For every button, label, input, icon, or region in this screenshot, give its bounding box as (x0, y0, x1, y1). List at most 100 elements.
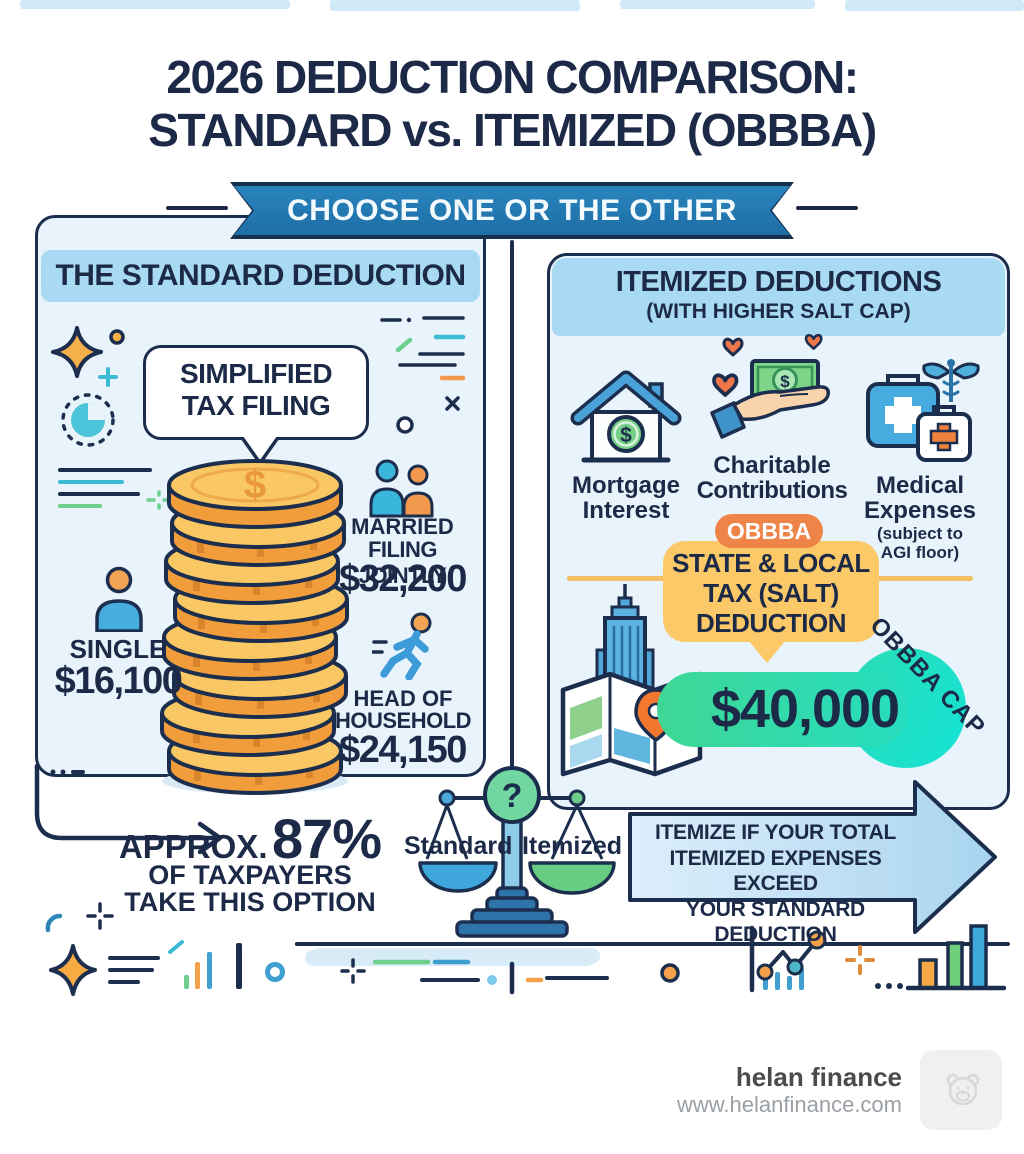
medical-kit-icon (866, 359, 980, 462)
single-label: SINGLE (69, 634, 167, 664)
top-strip-decor (845, 0, 1024, 11)
charitable-label-line2: Contributions (696, 477, 848, 504)
bill-dollar-glyph: $ (780, 372, 790, 391)
standard-panel-header-bar (41, 250, 480, 302)
list-lines-icon (58, 468, 152, 508)
standard-panel-header: THE STANDARD DEDUCTION (55, 259, 466, 292)
brand-url: www.helanfinance.com (676, 1092, 902, 1117)
married-couple-icon (369, 459, 434, 518)
single-person-icon (95, 566, 143, 632)
medical-label-line1: Medical (875, 472, 965, 499)
medical-note-line1: (subject to (877, 524, 963, 543)
medicine-bag-icon (916, 405, 972, 462)
salt-callout-text: STATE & LOCAL TAX (SALT) DEDUCTION (663, 548, 879, 638)
ellipsis-dots (875, 983, 903, 989)
balance-scale-icon: ? (418, 766, 616, 938)
salt-callout (663, 541, 879, 642)
itemized-panel-header-line2: (WITH HIGHER SALT CAP) (646, 300, 911, 323)
top-strip-decor (330, 0, 580, 11)
orange-crosshair-icon (845, 945, 875, 975)
medical-label-line2: Expenses (863, 497, 977, 524)
center-divider-line (510, 240, 514, 768)
house-dollar-glyph: $ (620, 424, 632, 447)
top-strip-decor (20, 0, 290, 9)
crosshair-icon (86, 902, 114, 930)
circle-icon (396, 416, 414, 434)
sparkle-icon (51, 326, 103, 378)
married-label-line2: FILING JOINTLY (358, 537, 447, 588)
salt-cap-amount: $40,000 (710, 679, 900, 739)
brand-name: helan finance (735, 1062, 902, 1092)
callout-text: SIMPLIFIED TAX FILING (143, 358, 369, 422)
mini-bar-chart-icon (168, 940, 242, 989)
medical-note-line2: AGI floor) (880, 543, 960, 562)
stat-value: 87% (271, 807, 382, 870)
mortgage-house-icon: $ (570, 370, 682, 463)
hoh-label-line1: HEAD OF (353, 686, 453, 711)
obbba-badge (715, 514, 823, 548)
plus-icon (98, 367, 118, 387)
itemize-note: ITEMIZE IF YOUR TOTAL ITEMIZED EXPENSES … (628, 820, 923, 948)
charitable-hand-icon: $ (710, 333, 831, 439)
banner-side-line-right (796, 206, 858, 210)
decorative-glyphs-bottom (45, 902, 1007, 996)
bear-logo-icon (946, 1073, 980, 1106)
top-strip-decor (620, 0, 815, 9)
scale-itemized-label: Itemized (521, 832, 623, 860)
itemized-panel-header-line1: ITEMIZED DEDUCTIONS (615, 266, 942, 298)
elbow-arrow-icon (34, 763, 223, 855)
ground-line (295, 942, 1010, 946)
hoh-label-line2: HOUSEHOLD (334, 708, 472, 733)
salt-callout-tail (748, 640, 786, 663)
page-title-line2: STANDARD vs. ITEMIZED (OBBBA) (148, 104, 877, 156)
mortgage-label-line2: Interest (582, 497, 670, 524)
dot-icon (660, 963, 680, 983)
open-hand-icon (710, 385, 831, 439)
callout-line2: TAX FILING (181, 390, 331, 421)
stat-prefix: APPROX. (118, 828, 268, 865)
stat-headline: APPROX. 87% (90, 806, 410, 870)
scale-strings (425, 804, 604, 860)
itemize-arrow-icon (628, 780, 997, 934)
obbba-badge-label: OBBBA (726, 518, 812, 544)
salt-line1: STATE & LOCAL (672, 548, 870, 578)
married-label-line1: MARRIED (351, 514, 454, 539)
married-amount: $32,200 (339, 558, 467, 600)
hoh-amount: $24,150 (339, 729, 467, 771)
salt-line3: DEDUCTION (695, 608, 847, 638)
single-amount: $16,100 (54, 660, 183, 702)
stat-line3: TAKE THIS OPTION (124, 887, 376, 917)
border-dots-decor (50, 769, 85, 775)
salt-line2: TAX (SALT) (703, 578, 839, 608)
standard-pan (418, 861, 498, 893)
banner-side-line-left (166, 206, 228, 210)
scale-standard-label: Standard (404, 832, 513, 860)
itemize-note-line2: ITEMIZED EXPENSES EXCEED (669, 846, 882, 896)
ribbon-banner (234, 186, 790, 235)
hearts-icon (712, 333, 823, 397)
decorative-glyphs-left (51, 316, 466, 510)
itemized-panel-header-bar (552, 258, 1005, 336)
crosshair-icon (340, 958, 366, 984)
itemize-note-line1: ITEMIZE IF YOUR TOTAL (654, 821, 897, 844)
callout-line1: SIMPLIFIED (179, 358, 333, 389)
stat-line2: OF TAXPAYERS (148, 860, 352, 890)
running-person-icon (372, 612, 432, 680)
charitable-label-line1: Charitable (713, 452, 831, 479)
dot-icon (109, 329, 125, 345)
question-mark-glyph: ? (502, 777, 523, 815)
line-chart-icon (749, 925, 827, 993)
x-mark-icon (445, 396, 460, 411)
pie-clock-icon (61, 393, 115, 447)
scale-base (455, 886, 569, 938)
circle-icon (265, 962, 285, 982)
sparkle-icon (49, 944, 97, 996)
cap-highlight-band (657, 672, 909, 747)
growth-bar-chart-icon (905, 924, 1007, 991)
arc-icon (45, 913, 63, 933)
dash-lines-icon (380, 316, 466, 381)
itemized-pan (528, 861, 616, 895)
coin-dollar-glyph: $ (244, 463, 266, 507)
itemize-note-line3: YOUR STANDARD DEDUCTION (686, 897, 865, 947)
